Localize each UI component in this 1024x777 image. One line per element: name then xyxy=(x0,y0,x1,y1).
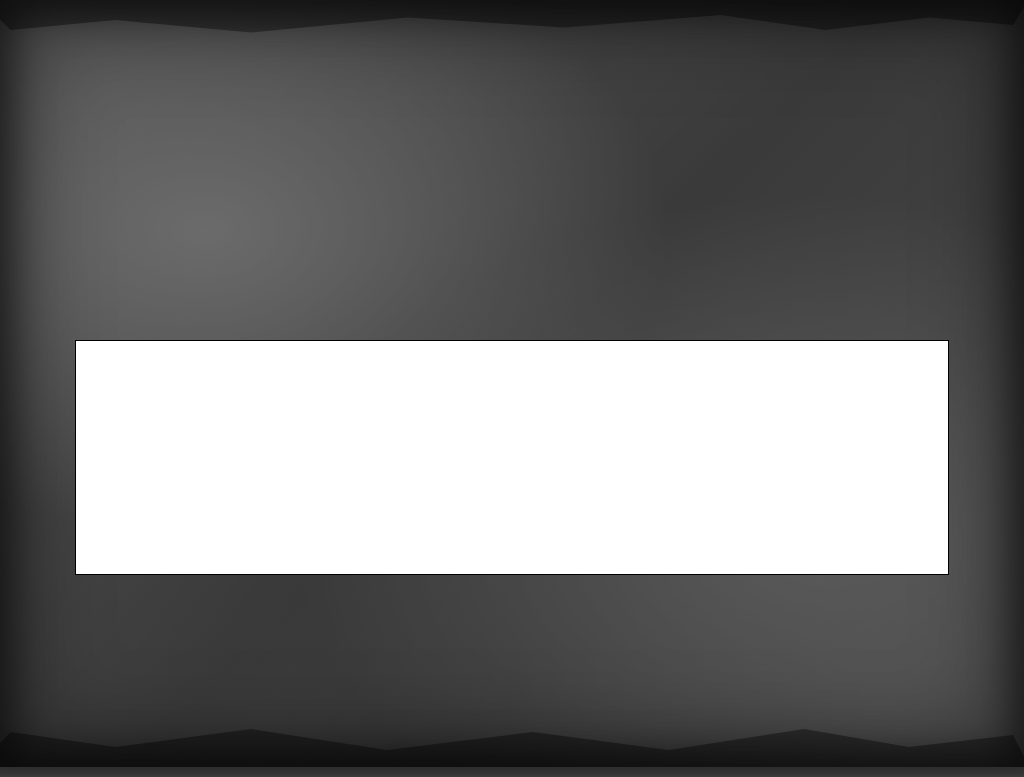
diagram xyxy=(75,340,949,575)
diagram-svg xyxy=(76,341,376,491)
slide-background xyxy=(0,0,1024,767)
bullet-icon xyxy=(75,86,85,96)
caption-block xyxy=(75,72,949,96)
